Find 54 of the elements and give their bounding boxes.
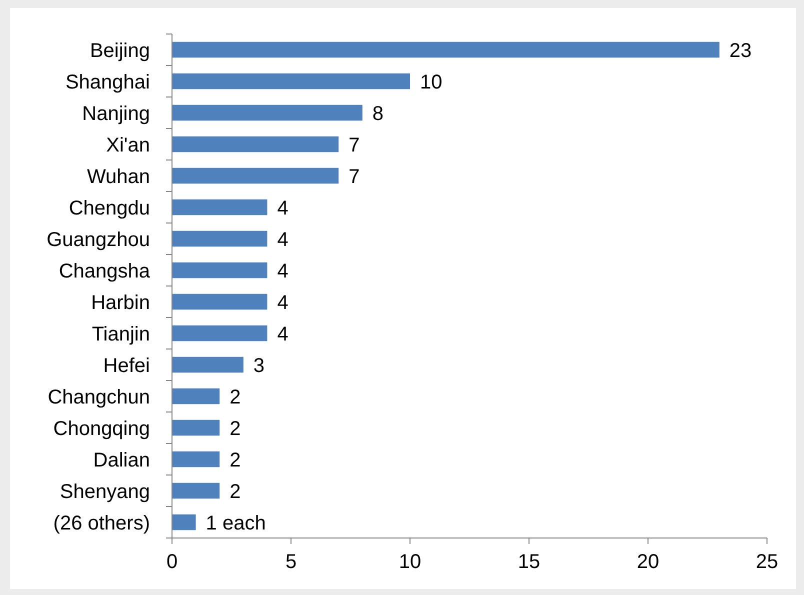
y-tick-label: Changsha — [58, 260, 151, 282]
bar — [172, 199, 268, 216]
bar — [172, 42, 720, 58]
data-label: 3 — [253, 354, 265, 377]
y-tick-label: Harbin — [91, 292, 150, 314]
bar — [172, 388, 220, 404]
y-tick-label: Chongqing — [53, 418, 150, 440]
y-tick-label: Nanjing — [82, 102, 150, 125]
bar — [172, 482, 220, 499]
bar — [172, 136, 339, 152]
bar — [172, 168, 339, 184]
data-label: 2 — [230, 386, 241, 408]
y-tick-label: Dalian — [93, 449, 150, 472]
bar — [172, 294, 268, 310]
y-tick-label: Changchun — [48, 386, 150, 408]
x-tick-label: 20 — [636, 551, 660, 573]
data-label: 4 — [277, 228, 288, 251]
data-label: 4 — [277, 260, 288, 282]
x-tick-label: 10 — [398, 551, 422, 573]
data-label: 4 — [277, 197, 288, 220]
bar — [172, 230, 268, 247]
y-tick-label: Xi'an — [106, 134, 150, 156]
data-label: 1 each — [206, 512, 266, 534]
y-tick-label: (26 others) — [53, 512, 150, 534]
y-tick-label: Guangzhou — [46, 228, 150, 251]
data-label: 10 — [420, 71, 442, 94]
bar — [172, 262, 268, 278]
bar — [172, 104, 362, 121]
bar — [172, 420, 220, 436]
y-tick-label: Chengdu — [68, 197, 150, 220]
bar — [172, 514, 196, 530]
y-tick-label: Beijing — [90, 40, 150, 62]
data-label: 2 — [230, 418, 241, 440]
y-tick-label: Shenyang — [60, 480, 150, 503]
x-tick-label: 5 — [285, 551, 297, 573]
data-label: 2 — [230, 480, 241, 503]
bar — [172, 451, 220, 468]
data-label: 2 — [230, 449, 241, 472]
data-label: 7 — [348, 134, 360, 156]
x-tick-label: 15 — [518, 551, 540, 573]
y-tick-label: Wuhan — [86, 166, 150, 188]
data-label: 4 — [277, 323, 288, 346]
y-tick-label: Hefei — [103, 354, 150, 377]
y-tick-label: Shanghai — [65, 71, 150, 94]
bar — [172, 325, 268, 342]
y-tick-label: Tianjin — [92, 323, 150, 346]
data-label: 7 — [348, 166, 360, 188]
bar — [172, 73, 410, 90]
x-tick-label: 0 — [166, 551, 178, 573]
data-label: 4 — [277, 292, 288, 314]
data-label: 8 — [372, 102, 384, 125]
bar — [172, 356, 244, 373]
data-label: 23 — [729, 40, 752, 62]
x-tick-label: 25 — [756, 551, 778, 573]
